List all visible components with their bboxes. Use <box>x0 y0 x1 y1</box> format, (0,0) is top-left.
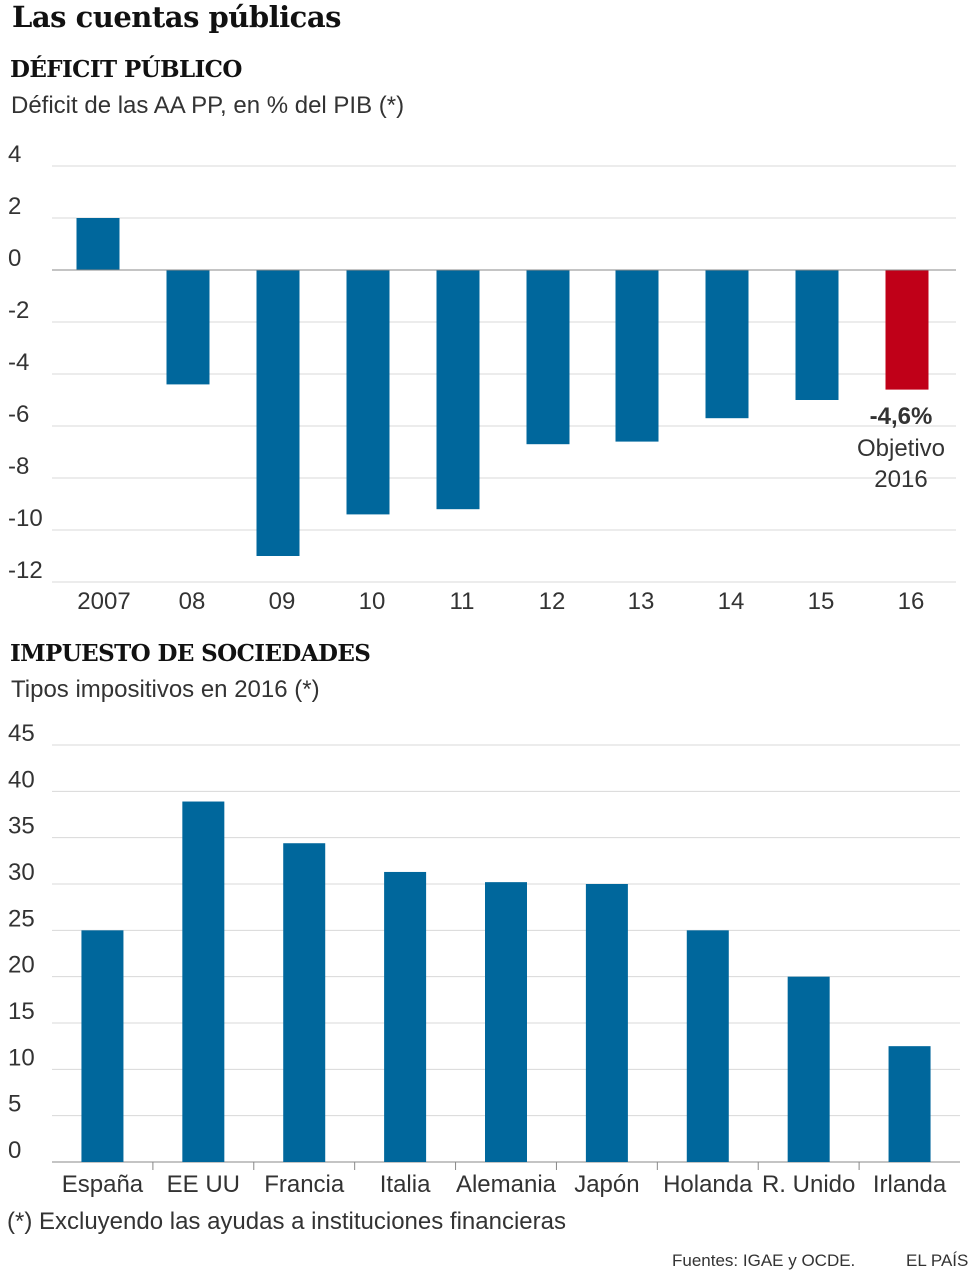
footnote: (*) Excluyendo las ayudas a institucione… <box>7 1208 566 1235</box>
y-tick-label: -6 <box>8 401 29 428</box>
y-tick-label: 35 <box>8 813 35 840</box>
bar <box>256 270 300 556</box>
x-tick-label: 08 <box>179 588 206 615</box>
annotation-value: -4,6% <box>870 403 933 430</box>
y-tick-label: 0 <box>8 245 21 272</box>
y-tick-label: -4 <box>8 349 29 376</box>
y-tick-label: 40 <box>8 766 35 793</box>
page-title: Las cuentas públicas <box>12 0 341 34</box>
bar <box>76 218 120 270</box>
x-tick-label: 11 <box>450 588 475 615</box>
bar <box>182 801 225 1162</box>
x-tick-label: 14 <box>718 588 745 615</box>
bar <box>686 930 729 1162</box>
bar <box>615 270 659 442</box>
y-tick-label: 0 <box>8 1137 21 1164</box>
x-tick-label: 09 <box>269 588 296 615</box>
y-tick-label: 5 <box>8 1091 21 1118</box>
bar <box>795 270 839 400</box>
sources-credit: Fuentes: IGAE y OCDE. <box>672 1251 856 1270</box>
bar <box>888 1046 931 1162</box>
x-tick-label: EE UU <box>167 1171 240 1198</box>
y-tick-label: -12 <box>8 557 43 584</box>
annotation-year: 2016 <box>874 466 927 493</box>
y-tick-label: 25 <box>8 905 35 932</box>
bar <box>346 270 390 515</box>
deficit-chart-title: DÉFICIT PÚBLICO <box>10 56 242 83</box>
bar <box>436 270 480 510</box>
publisher-credit: EL PAÍS <box>906 1251 969 1270</box>
x-tick-label: Japón <box>574 1171 639 1198</box>
bar <box>384 871 427 1162</box>
x-tick-label: R. Unido <box>762 1171 855 1198</box>
y-tick-label: 45 <box>8 720 35 747</box>
y-tick-label: 30 <box>8 859 35 886</box>
x-tick-label: 13 <box>628 588 655 615</box>
bar <box>485 882 527 1162</box>
annotation-label: Objetivo <box>857 435 945 462</box>
corporate-tax-bar-chart: 45 40 35 30 25 20 15 10 5 0 España EE UU Francia Ital… <box>8 720 960 1198</box>
y-tick-label: 20 <box>8 952 35 979</box>
y-tick-label: -10 <box>8 505 43 532</box>
x-tick-label: Francia <box>264 1171 345 1198</box>
bar-highlight <box>885 270 929 390</box>
bar <box>705 270 749 419</box>
x-tick-label: 15 <box>808 588 835 615</box>
x-tick-label: España <box>62 1171 144 1198</box>
y-tick-label: 15 <box>8 998 35 1025</box>
y-tick-label: -8 <box>8 453 29 480</box>
deficit-bar-chart: 4 2 0 -2 -4 -6 -8 -10 -12 2007 08 09 10 11 12 13 14 15 16 -… <box>8 141 956 615</box>
x-tick-label: 2007 <box>77 588 130 615</box>
bar <box>526 270 570 445</box>
x-tick-label: 10 <box>359 588 386 615</box>
corporate-tax-chart-title: IMPUESTO DE SOCIEDADES <box>10 640 371 667</box>
x-tick-label: Alemania <box>456 1171 557 1198</box>
x-tick-label: Italia <box>380 1171 431 1198</box>
x-tick-label: Irlanda <box>873 1171 947 1198</box>
y-tick-label: 4 <box>8 141 21 168</box>
bar <box>283 843 326 1162</box>
x-tick-label: Holanda <box>663 1171 753 1198</box>
x-tick-label: 12 <box>539 588 566 615</box>
y-tick-label: 10 <box>8 1044 35 1071</box>
bar <box>585 884 628 1162</box>
y-tick-label: 2 <box>8 193 21 220</box>
deficit-chart-subtitle: Déficit de las AA PP, en % del PIB (*) <box>11 92 405 119</box>
bar <box>81 930 124 1162</box>
bar <box>787 976 830 1162</box>
corporate-tax-chart-subtitle: Tipos impositivos en 2016 (*) <box>11 676 320 703</box>
bar <box>166 270 210 385</box>
x-tick-label: 16 <box>898 588 925 615</box>
y-tick-label: -2 <box>8 297 29 324</box>
